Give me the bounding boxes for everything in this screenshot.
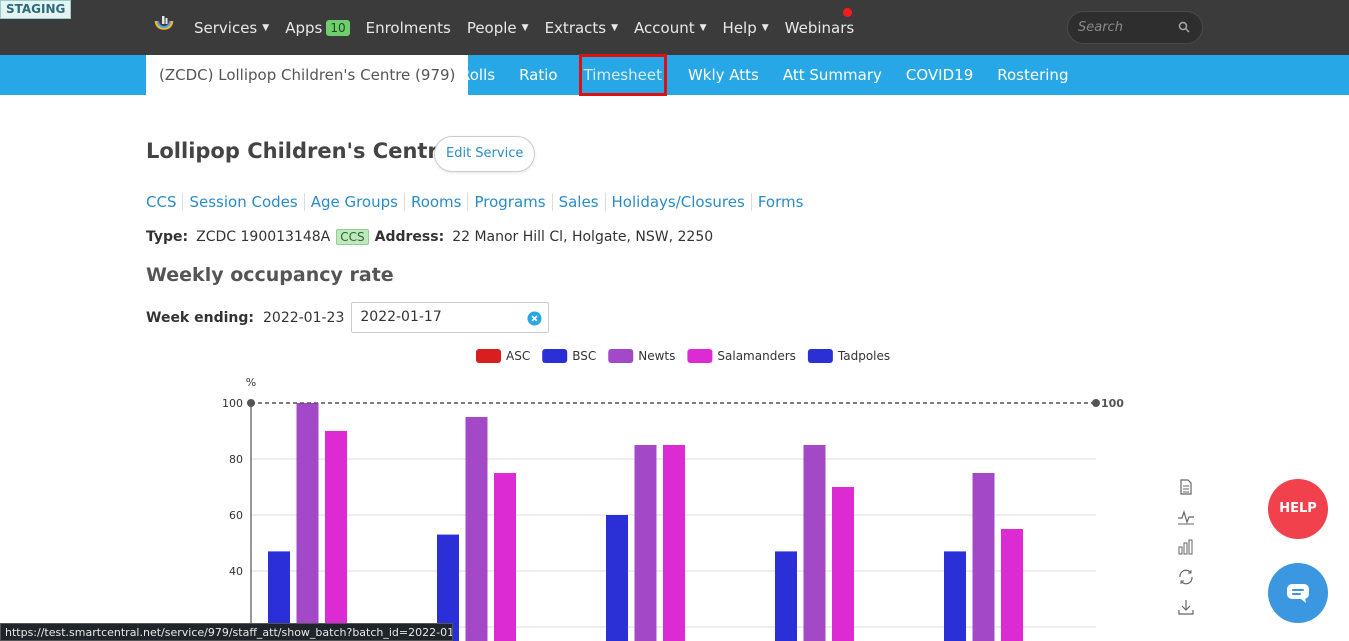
data-view-icon[interactable] <box>1177 478 1195 496</box>
staging-label: STAGING <box>0 0 72 19</box>
link-ccs[interactable]: CCS <box>146 193 177 211</box>
y-tick-label: 40 <box>229 565 243 578</box>
logo-icon[interactable] <box>152 13 176 37</box>
markline-end-dot <box>1092 399 1100 407</box>
bar-chart-icon[interactable] <box>1177 538 1195 556</box>
bar-salamanders <box>325 431 347 641</box>
help-button[interactable]: HELP <box>1268 479 1328 539</box>
caret-down-icon: ▼ <box>699 22 707 33</box>
nav-webinars[interactable]: Webinars <box>784 18 855 37</box>
apps-count-badge: 10 <box>326 19 350 36</box>
service-info: Type: ZCDC 190013148A CCS Address: 22 Ma… <box>146 229 713 245</box>
type-value: ZCDC 190013148A <box>196 229 331 245</box>
week-date-value: 2022-01-17 <box>360 309 442 325</box>
legend-label-bsc: BSC <box>572 349 596 363</box>
legend-label-tadpoles: Tadpoles <box>837 349 890 363</box>
nav-help[interactable]: Help ▼ <box>722 18 769 37</box>
page-title: Lollipop Children's Centre <box>146 139 453 163</box>
bar-bsc <box>268 551 290 641</box>
link-forms[interactable]: Forms <box>750 193 810 211</box>
bar-newts <box>634 445 657 641</box>
subnav-timesheet[interactable]: Timesheet <box>578 54 667 96</box>
legend-swatch-salamanders <box>687 349 713 363</box>
subnav-att-summary[interactable]: Att Summary <box>782 66 882 84</box>
restore-icon[interactable] <box>1177 568 1195 586</box>
legend-swatch-asc <box>476 349 501 363</box>
link-sales[interactable]: Sales <box>551 193 605 211</box>
address-label: Address: <box>374 229 445 245</box>
subnav-covid19[interactable]: COVID19 <box>905 66 974 84</box>
week-date-input[interactable]: 2022-01-17 <box>351 302 550 333</box>
service-subnav: (ZCDC) Lollipop Children's Centre (979) … <box>0 54 1349 96</box>
search-icon[interactable] <box>1178 21 1190 33</box>
bar-bsc <box>606 515 628 641</box>
y-tick-label: 60 <box>229 509 243 522</box>
chat-button[interactable] <box>1268 563 1328 623</box>
week-ending-row: Week ending: 2022-01-23 2022-01-17 <box>146 302 550 333</box>
nav-people[interactable]: People ▼ <box>466 18 529 37</box>
type-label: Type: <box>146 229 189 245</box>
bar-newts <box>803 445 826 641</box>
caret-down-icon: ▼ <box>262 22 270 33</box>
y-tick-label: 100 <box>222 397 243 410</box>
nav-apps[interactable]: Apps 10 <box>285 19 350 37</box>
nav-extracts[interactable]: Extracts ▼ <box>544 18 619 37</box>
link-holidays-closures[interactable]: Holidays/Closures <box>604 193 751 211</box>
link-programs[interactable]: Programs <box>467 193 551 211</box>
nav-enrolments[interactable]: Enrolments <box>365 18 451 37</box>
y-tick-label: 80 <box>229 453 243 466</box>
bar-salamanders <box>494 473 516 641</box>
ccs-badge: CCS <box>336 229 369 245</box>
occupancy-chart: ASCBSCNewtsSalamandersTadpoles%204060801… <box>222 349 1124 641</box>
subnav-active-service[interactable]: (ZCDC) Lollipop Children's Centre (979) <box>146 55 469 95</box>
bar-salamanders <box>1001 529 1023 641</box>
link-age-groups[interactable]: Age Groups <box>303 193 404 211</box>
legend-swatch-tadpoles <box>807 349 833 363</box>
nav-account[interactable]: Account ▼ <box>634 18 707 37</box>
markline-start-dot <box>247 399 255 407</box>
search-box <box>1067 11 1203 44</box>
search-input[interactable] <box>1078 20 1178 35</box>
link-rooms[interactable]: Rooms <box>403 193 468 211</box>
notification-dot-icon <box>843 8 852 17</box>
caret-down-icon: ▼ <box>611 22 619 33</box>
bar-bsc <box>437 534 459 641</box>
address-value: 22 Manor Hill Cl, Holgate, NSW, 2250 <box>452 229 714 245</box>
legend-label-asc: ASC <box>506 349 530 363</box>
link-session-codes[interactable]: Session Codes <box>182 193 303 211</box>
chat-icon <box>1287 584 1309 603</box>
edit-service-button[interactable]: Edit Service <box>434 136 536 172</box>
bar-salamanders <box>663 445 685 641</box>
section-title: Weekly occupancy rate <box>146 264 394 286</box>
service-links: CCS Session Codes Age Groups Rooms Progr… <box>146 193 809 211</box>
nav-services[interactable]: Services ▼ <box>194 18 270 37</box>
line-chart-icon[interactable] <box>1177 508 1195 526</box>
bar-bsc <box>944 551 966 641</box>
subnav-rolls[interactable]: Rolls <box>460 66 496 84</box>
main-nav: Services ▼ Apps 10 Enrolments People ▼ Extr… <box>194 0 870 55</box>
download-icon[interactable] <box>1177 598 1195 616</box>
bar-newts <box>296 403 319 641</box>
week-value: 2022-01-23 <box>263 309 345 326</box>
legend-swatch-bsc <box>542 349 568 363</box>
bar-bsc <box>775 551 797 641</box>
bar-newts <box>465 417 488 641</box>
legend-swatch-newts <box>608 349 634 363</box>
caret-down-icon: ▼ <box>761 22 769 33</box>
clear-icon[interactable] <box>527 311 542 326</box>
markline-label: 100 <box>1101 397 1124 410</box>
subnav-ratio[interactable]: Ratio <box>519 66 558 84</box>
bar-salamanders <box>832 487 854 641</box>
caret-down-icon: ▼ <box>521 22 529 33</box>
chart-toolbox <box>1177 478 1195 628</box>
bar-newts <box>972 473 995 641</box>
legend-label-newts: Newts <box>638 349 675 363</box>
week-label: Week ending: <box>146 309 254 326</box>
top-navbar: STAGING Services ▼ Apps 10 Enrolments Peop… <box>0 0 1349 55</box>
y-axis-label: % <box>246 376 256 389</box>
subnav-wkly-atts[interactable]: Wkly Atts <box>687 66 759 84</box>
subnav-rostering[interactable]: Rostering <box>997 66 1069 84</box>
status-bar-url: https://test.smartcentral.net/service/97… <box>0 623 453 641</box>
legend-label-salamanders: Salamanders <box>717 349 796 363</box>
